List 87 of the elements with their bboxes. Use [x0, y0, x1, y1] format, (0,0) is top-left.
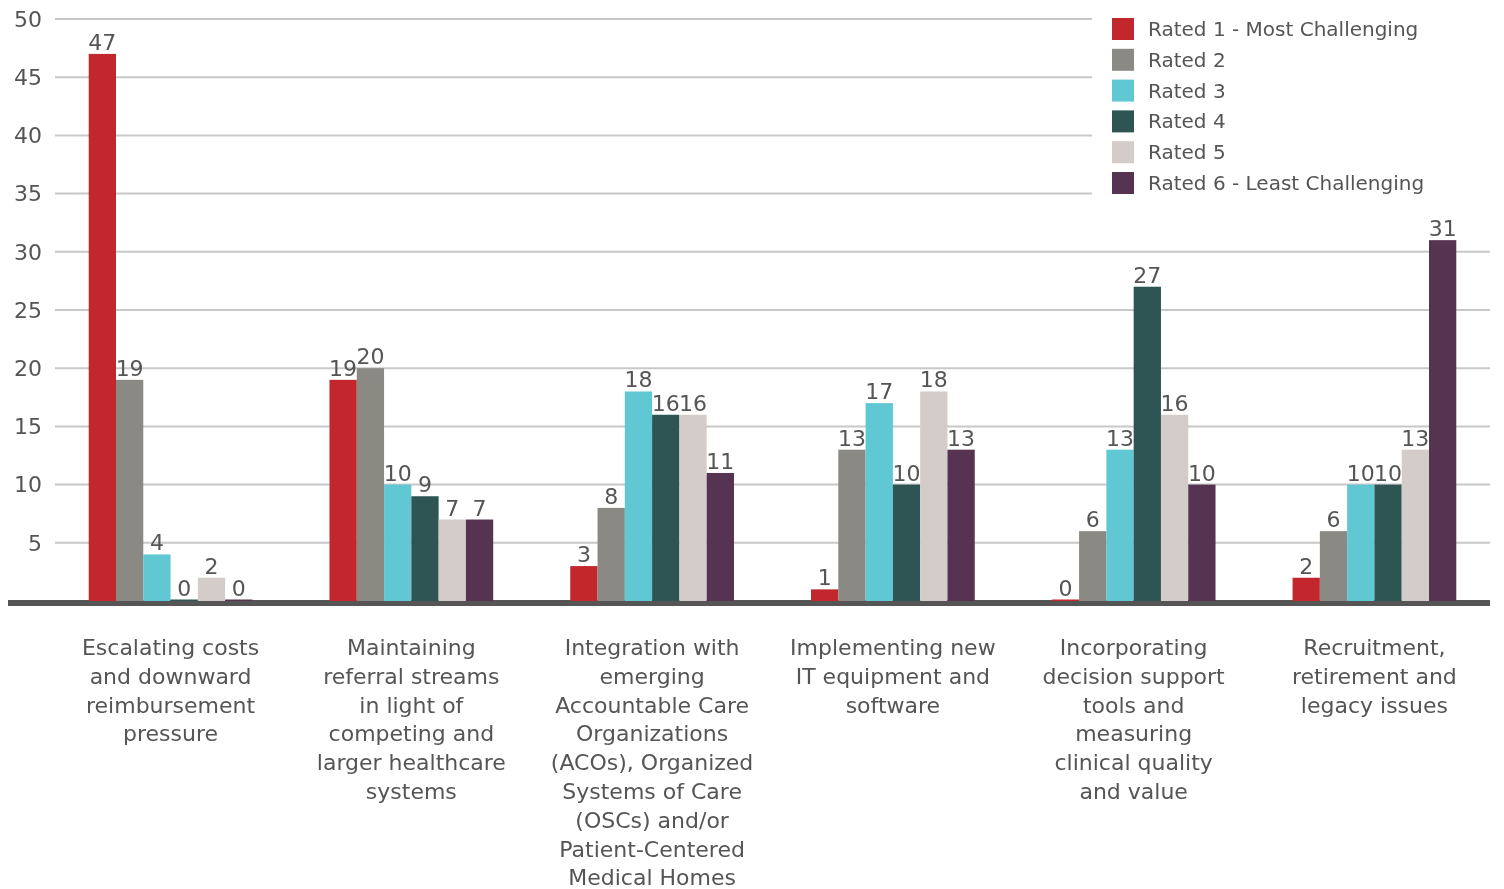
bar	[1429, 240, 1457, 601]
data-label: 10	[892, 460, 921, 486]
data-label: 10	[1346, 460, 1375, 486]
data-label: 19	[115, 355, 144, 381]
bar	[706, 472, 734, 601]
data-label: 10	[1187, 460, 1216, 486]
data-label: 13	[1106, 425, 1135, 451]
y-tick-label: 20	[14, 355, 42, 381]
x-tick-label: Recruitment, retirement and legacy issues	[1292, 635, 1457, 718]
data-label: 16	[651, 390, 680, 416]
data-label: 17	[865, 379, 894, 405]
data-label: 13	[1401, 425, 1430, 451]
y-tick-label: 5	[28, 530, 42, 556]
bar	[116, 379, 144, 601]
y-tick-label: 45	[14, 64, 42, 90]
y-tick-label: 30	[14, 239, 42, 265]
data-label: 10	[383, 460, 412, 486]
legend-label: Rated 2	[1148, 47, 1226, 72]
bar	[1106, 449, 1134, 601]
bar	[1188, 484, 1216, 601]
bar	[838, 449, 866, 601]
legend-label: Rated 1 - Most Challenging	[1148, 17, 1419, 41]
data-label: 7	[472, 495, 487, 521]
bar	[88, 53, 116, 601]
bar	[356, 368, 385, 601]
legend-label: Rated 6 - Least Challenging	[1148, 171, 1425, 195]
bar	[197, 577, 226, 601]
data-label: 18	[919, 367, 948, 393]
bar	[465, 519, 494, 601]
y-tick-label: 15	[14, 414, 42, 440]
bar	[438, 519, 466, 601]
data-label: 13	[837, 425, 866, 451]
bar	[865, 403, 893, 601]
data-label: 4	[149, 530, 164, 556]
y-tick-label: 35	[14, 181, 42, 207]
bar	[1374, 484, 1402, 601]
data-label: 2	[1299, 553, 1314, 579]
bar	[1319, 531, 1348, 601]
data-label: 10	[1374, 460, 1403, 486]
legend-label: Rated 5	[1148, 140, 1226, 165]
data-label: 8	[604, 483, 619, 509]
data-label: 1	[817, 565, 832, 591]
legend-label: Rated 3	[1148, 78, 1226, 103]
y-tick-label: 10	[14, 472, 42, 498]
data-label: 47	[88, 29, 117, 55]
bar	[1133, 286, 1161, 601]
x-tick-label: Escalating costs and downward reimbursement pressure	[81, 635, 260, 747]
y-tick-label: 50	[14, 6, 42, 32]
x-tick-label: Implementing new IT equipment and software	[790, 635, 996, 718]
bar	[652, 414, 680, 601]
y-tick-label: 25	[14, 297, 42, 323]
bar	[892, 484, 921, 601]
data-label: 6	[1326, 507, 1341, 533]
y-tick-label: 40	[14, 123, 42, 149]
data-label: 20	[356, 344, 385, 370]
data-label: 11	[706, 448, 735, 474]
data-label: 2	[204, 553, 219, 579]
data-label: 0	[177, 575, 192, 601]
x-tick-label: Incorporating decision support tools and measuring clinical quality and value	[1042, 635, 1226, 804]
x-tick-label: Maintaining referral streams in light of competing and larger healthcare systems	[316, 635, 506, 804]
bar	[624, 391, 653, 601]
data-label: 16	[679, 390, 708, 416]
bar	[947, 449, 975, 601]
bar	[143, 554, 171, 601]
bar	[1292, 577, 1320, 601]
data-label: 7	[445, 495, 460, 521]
data-label: 19	[329, 355, 358, 381]
data-label: 18	[624, 367, 653, 393]
data-label: 9	[417, 472, 432, 498]
data-label: 3	[576, 542, 591, 568]
bar	[384, 484, 412, 601]
bar	[1079, 531, 1107, 601]
category-label: Integration with emerging Accountable Care Organizations (ACOs), Organized Systems of Care (OSCs) and/or Patient-Centered Medical Homes	[550, 635, 754, 889]
data-label: 0	[1058, 575, 1073, 601]
data-label: 6	[1085, 507, 1100, 533]
data-label: 0	[231, 575, 246, 601]
bar	[1347, 484, 1375, 601]
data-label: 13	[947, 425, 976, 451]
bar	[597, 507, 625, 601]
data-label: 16	[1160, 390, 1189, 416]
legend-label: Rated 4	[1148, 109, 1226, 134]
bar	[411, 496, 439, 601]
bar	[329, 379, 357, 601]
data-label: 31	[1428, 216, 1457, 242]
bar	[570, 566, 598, 601]
data-label: 27	[1133, 262, 1162, 288]
bar	[811, 589, 839, 601]
